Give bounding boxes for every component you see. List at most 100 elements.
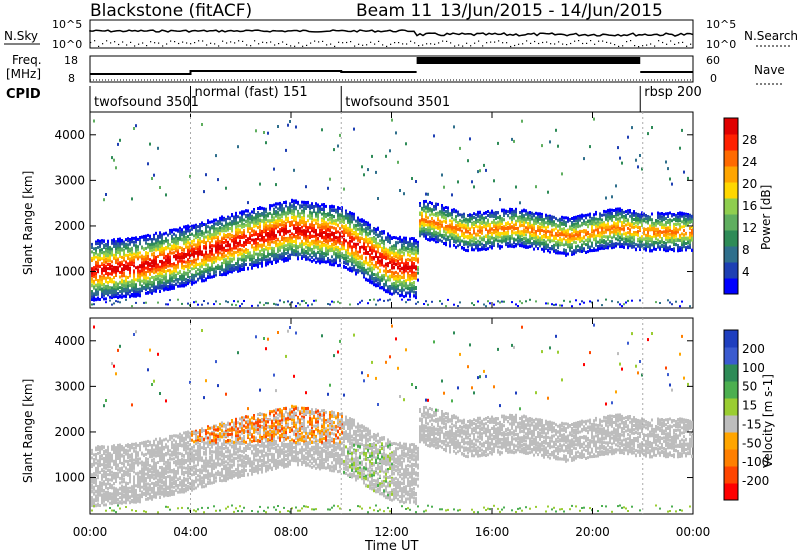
power-cell [261, 253, 263, 256]
power-cell [147, 234, 149, 237]
power-cell [115, 261, 117, 264]
power-cell [143, 287, 145, 290]
power-cell [143, 279, 145, 282]
power-cell [355, 237, 357, 240]
power-cell [295, 201, 297, 204]
power-cell [223, 237, 225, 240]
power-cell [247, 214, 249, 217]
power-cell [285, 218, 287, 221]
power-cell [393, 247, 395, 250]
power-cell [355, 247, 357, 250]
freq-line [90, 71, 417, 74]
power-cell [315, 257, 317, 260]
power-cell [349, 234, 351, 237]
power-cell [321, 244, 323, 247]
power-cell [271, 252, 273, 255]
power-cell [95, 268, 97, 271]
power-cell [217, 257, 219, 260]
power-cell [241, 249, 243, 252]
power-cell [199, 250, 201, 253]
nsearch-dot [366, 44, 367, 45]
power-cell [237, 232, 239, 235]
power-cell [365, 230, 367, 233]
power-cell [337, 246, 339, 249]
cpid-segment-label: twofsound 3501 [94, 95, 199, 110]
power-cell [239, 236, 241, 239]
power-cell [239, 265, 241, 268]
power-cell [393, 266, 395, 269]
power-cell [95, 261, 97, 264]
power-cell [259, 262, 261, 265]
power-cell [333, 235, 335, 238]
power-cell [161, 233, 163, 236]
power-cell [359, 222, 361, 225]
power-cell [207, 258, 209, 261]
power-cell [357, 243, 359, 246]
power-cell [177, 237, 179, 240]
power-cell [119, 255, 121, 258]
power-cell [197, 225, 199, 228]
power-cell [359, 250, 361, 253]
nsearch-dot [178, 43, 179, 44]
power-cell [287, 251, 289, 254]
power-cell [221, 215, 223, 218]
power-cell [287, 208, 289, 211]
power-cell [263, 251, 265, 254]
nsearch-dot [94, 40, 95, 41]
nsearch-dot [562, 44, 563, 45]
power-cell [221, 262, 223, 265]
power-cell [129, 294, 131, 297]
power-cell [167, 285, 169, 288]
power-cell [285, 205, 287, 208]
power-cell [277, 260, 279, 263]
power-cell [103, 286, 105, 289]
power-cell [355, 273, 357, 276]
power-cell [391, 267, 393, 270]
power-cell [257, 218, 259, 221]
power-cell [125, 254, 127, 257]
power-cell [303, 224, 305, 227]
power-cell [119, 295, 121, 298]
power-cell [349, 220, 351, 223]
nsearch-dot [518, 44, 519, 45]
power-cell [397, 263, 399, 266]
power-cell [313, 235, 315, 238]
power-cell [245, 224, 247, 227]
power-cell [225, 300, 227, 302]
power-cell [381, 261, 383, 264]
nsearch-dot [690, 44, 691, 45]
power-cell [277, 125, 279, 128]
power-cell [121, 287, 123, 290]
power-cell [179, 246, 181, 249]
power-cell [195, 259, 197, 262]
power-cell [173, 266, 175, 269]
power-cell [191, 267, 193, 270]
power-cell [123, 295, 125, 298]
power-cell [385, 155, 387, 158]
power-cell [339, 207, 341, 210]
power-cell [195, 264, 197, 267]
power-cell [117, 266, 119, 269]
power-cell [145, 274, 147, 277]
power-cell [185, 243, 187, 246]
power-cell [175, 254, 177, 257]
power-cell [217, 222, 219, 225]
power-cell [119, 240, 121, 243]
power-cell [277, 211, 279, 214]
power-cell [135, 293, 137, 296]
power-cell [107, 254, 109, 257]
power-cell [157, 302, 159, 304]
power-cell [249, 241, 251, 244]
power-cell [117, 251, 119, 254]
nsearch-dot [298, 42, 299, 43]
power-cell [233, 264, 235, 267]
power-cell [149, 243, 151, 246]
power-cell [343, 221, 345, 224]
power-cell [387, 277, 389, 280]
power-cell [361, 246, 363, 249]
power-cell [227, 243, 229, 246]
power-cell [243, 249, 245, 252]
power-cell [105, 286, 107, 289]
power-cell [121, 290, 123, 293]
power-cell [193, 259, 195, 262]
